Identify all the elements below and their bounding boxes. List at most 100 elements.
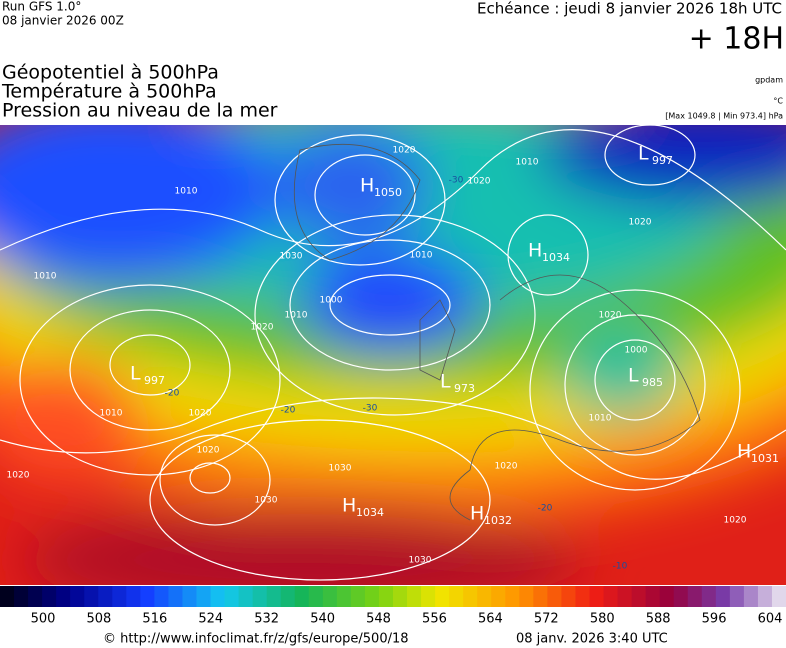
isobar-label: 1010 (100, 409, 123, 419)
isobar-label: 1010 (285, 311, 308, 321)
colorbar-swatch (322, 586, 338, 607)
colorbar-label: 516 (142, 612, 167, 627)
colorbar-swatch (463, 586, 478, 607)
pressure-center: L 997 (130, 363, 165, 388)
echeance: Echéance : jeudi 8 janvier 2026 18h UTC (477, 0, 782, 18)
colorbar-swatch (238, 586, 254, 607)
center-letter: H (470, 503, 484, 525)
colorbar-swatch (168, 586, 183, 607)
isobar-label: 1030 (329, 464, 352, 474)
colorbar-swatch (631, 586, 647, 607)
isobar-label: 1030 (280, 252, 303, 262)
center-value: 997 (652, 154, 673, 167)
isobar-label: 1020 (599, 311, 622, 321)
colorbar-swatch (421, 586, 436, 607)
colorbar-swatch (771, 586, 786, 607)
colorbar-swatch (449, 586, 464, 607)
colorbar-swatch (617, 586, 633, 607)
colorbar-swatch (98, 586, 113, 607)
colorbar-swatch (477, 586, 492, 607)
center-value: 985 (642, 376, 663, 389)
colorbar (0, 586, 786, 607)
center-letter: L (440, 371, 451, 393)
colorbar-swatch (56, 586, 71, 607)
isobar-label: 1010 (34, 272, 57, 282)
isobar-label: 1020 (495, 462, 518, 472)
colorbar-label: 540 (310, 612, 335, 627)
pressure-center: H 1031 (737, 441, 779, 466)
colorbar-label: 564 (478, 612, 503, 627)
isobar-label: 1020 (468, 177, 491, 187)
pressure-center: H 1050 (360, 175, 402, 200)
map-title: Pression au niveau de la mer (2, 100, 278, 122)
pressure-center: L 985 (628, 365, 663, 390)
isobar-label: 1020 (393, 146, 416, 156)
colorbar-swatch (308, 586, 324, 607)
colorbar-swatch (659, 586, 675, 607)
colorbar-label: 572 (534, 612, 559, 627)
colorbar-label: 500 (31, 612, 56, 627)
colorbar-swatch (126, 586, 141, 607)
colorbar-swatch (224, 586, 240, 607)
isobar-label: 1010 (589, 414, 612, 424)
isobar-label: 1030 (409, 556, 432, 566)
colorbar-swatch (743, 586, 759, 607)
colorbar-label: 548 (366, 612, 391, 627)
colorbar-swatch (393, 586, 408, 607)
colorbar-swatch (519, 586, 534, 607)
colorbar-swatch (280, 586, 296, 607)
colorbar-swatch (350, 586, 366, 607)
colorbar-label: 532 (254, 612, 279, 627)
isobar-label: 1010 (175, 187, 198, 197)
colorbar-swatch (378, 586, 394, 607)
colorbar-swatch (757, 586, 773, 607)
isobars (0, 125, 786, 581)
colorbar-swatch (435, 586, 450, 607)
field (0, 125, 786, 585)
pressure-center: H 1032 (470, 503, 512, 528)
colorbar-swatch (561, 586, 576, 607)
unit-temp: °C (773, 97, 783, 106)
pressure-center: H 1034 (528, 240, 570, 265)
colorbar-swatch (645, 586, 661, 607)
center-letter: L (638, 143, 649, 165)
colorbar-swatch (210, 586, 226, 607)
isobar-label: 1020 (197, 446, 220, 456)
colorbar-swatch (196, 586, 212, 607)
colorbar-label: 556 (422, 612, 447, 627)
colorbar-swatch (336, 586, 352, 607)
colorbar-swatch (533, 586, 548, 607)
colorbar-label: 604 (758, 612, 783, 627)
center-value: 1034 (542, 251, 570, 264)
unit-pressure: [Max 1049.8 | Min 973.4] hPa (665, 112, 783, 121)
temperature-label: -20 (538, 504, 553, 514)
colorbar-swatch (729, 586, 745, 607)
run-date: 08 janvier 2026 00Z (2, 14, 124, 28)
pressure-center: H 1034 (342, 495, 384, 520)
colorbar-label: 508 (87, 612, 112, 627)
colorbar-swatch (505, 586, 520, 607)
colorbar-swatch (0, 586, 15, 607)
colorbar-swatch (182, 586, 197, 607)
pressure-center: L 973 (440, 371, 475, 396)
colorbar-label: 580 (590, 612, 615, 627)
colorbar-label: 524 (198, 612, 223, 627)
center-value: 997 (144, 374, 165, 387)
coastlines (293, 143, 701, 521)
pressure-center: L 997 (638, 143, 673, 168)
colorbar-swatch (42, 586, 57, 607)
colorbar-swatch (252, 586, 268, 607)
colorbar-swatch (687, 586, 703, 607)
colorbar-swatch (112, 586, 127, 607)
isobar-label: 1020 (7, 471, 30, 481)
temperature-label: -20 (281, 406, 296, 416)
center-value: 1034 (356, 506, 384, 519)
colorbar-swatch (364, 586, 380, 607)
isobar-label: 1020 (629, 218, 652, 228)
center-value: 1031 (751, 452, 779, 465)
unit-gpdam: gpdam (755, 76, 783, 85)
colorbar-swatch (84, 586, 99, 607)
center-letter: H (528, 240, 542, 262)
